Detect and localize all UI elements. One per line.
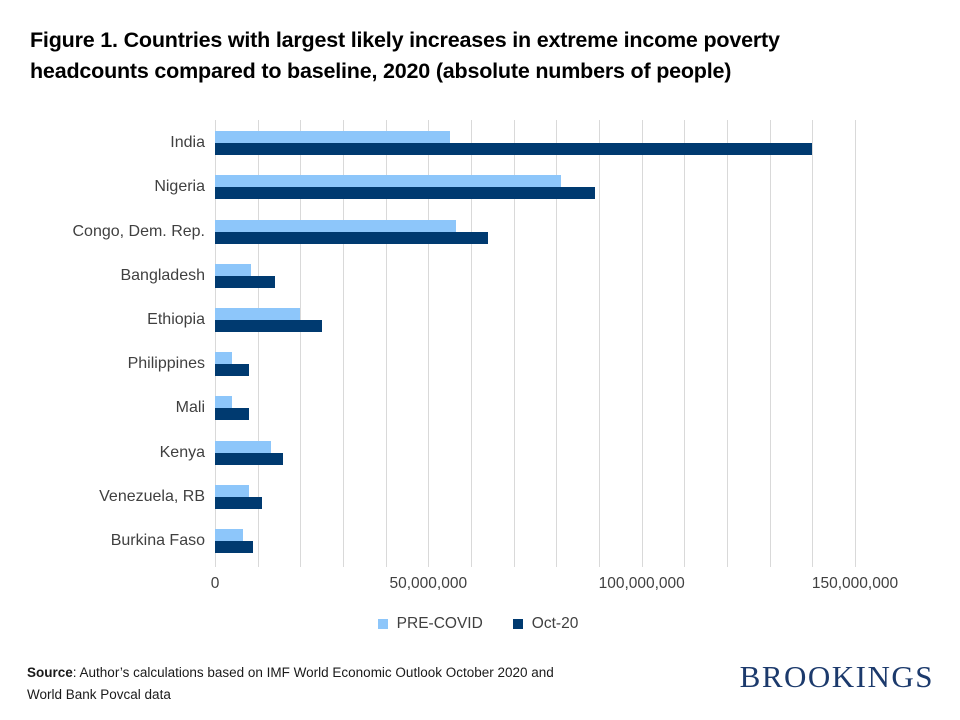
bar-pre-covid xyxy=(215,219,457,232)
legend-swatch xyxy=(377,619,388,629)
bar-oct-20 xyxy=(215,319,322,332)
legend-swatch xyxy=(512,619,523,629)
source-label: Source xyxy=(27,665,73,680)
legend-label: Oct-20 xyxy=(531,615,579,632)
minor-gridline xyxy=(727,120,728,567)
bar-oct-20 xyxy=(215,452,284,465)
minor-gridline xyxy=(343,120,344,567)
bar-chart: India Nigeria Congo, Dem. Rep. Bangladesh Et… xyxy=(72,120,899,592)
x-tick-label: 100,000,000 xyxy=(598,575,685,592)
country-label: Kenya xyxy=(159,443,205,461)
bar-pre-covid xyxy=(215,307,301,320)
bar-oct-20 xyxy=(215,275,275,288)
minor-gridline xyxy=(599,120,600,567)
country-label: Burkina Faso xyxy=(110,531,205,549)
bar-oct-20 xyxy=(215,540,254,553)
source-note: Source: Author’s calculations based on I… xyxy=(27,662,647,705)
source-line-2: World Bank Povcal data xyxy=(27,686,171,702)
bar-pre-covid xyxy=(215,131,450,144)
legend: PRE-COVID Oct-20 xyxy=(48,614,908,634)
minor-gridline xyxy=(300,120,302,567)
bar-oct-20 xyxy=(215,408,250,421)
major-gridline xyxy=(641,120,643,567)
bar-oct-20 xyxy=(215,496,262,509)
country-label: Mali xyxy=(175,399,205,417)
bar-pre-covid xyxy=(215,175,561,188)
country-label: Philippines xyxy=(127,355,205,373)
country-label: Congo, Dem. Rep. xyxy=(72,222,205,240)
major-gridline xyxy=(428,120,430,567)
figure-title: Figure 1. Countries with largest likely … xyxy=(30,25,930,87)
major-gridline xyxy=(855,120,856,567)
source-line-1: Source: Author’s calculations based on I… xyxy=(27,662,647,684)
bar-pre-covid xyxy=(215,263,252,276)
bar-pre-covid xyxy=(215,396,233,409)
brookings-logo: BROOKINGS xyxy=(739,659,934,694)
country-label: Ethiopia xyxy=(147,310,205,328)
legend-item-pre-covid: PRE-COVID xyxy=(377,615,483,633)
x-tick-label: 0 xyxy=(210,575,220,592)
minor-gridline xyxy=(513,120,515,567)
legend-item-oct-20: Oct-20 xyxy=(512,615,579,633)
minor-gridline xyxy=(556,120,558,567)
legend-label: PRE-COVID xyxy=(396,615,483,632)
country-label: Nigeria xyxy=(154,178,205,196)
minor-gridline xyxy=(684,120,686,567)
country-label: India xyxy=(170,134,205,152)
x-tick-label: 50,000,000 xyxy=(389,575,468,592)
minor-gridline xyxy=(257,120,259,567)
minor-gridline xyxy=(385,120,387,567)
source-text: : Author’s calculations based on IMF Wor… xyxy=(72,665,554,680)
bar-pre-covid xyxy=(215,484,250,497)
country-label: Bangladesh xyxy=(120,266,205,284)
figure-title-line-2: headcounts compared to baseline, 2020 (a… xyxy=(30,59,732,83)
bar-pre-covid xyxy=(215,352,233,365)
bar-pre-covid xyxy=(215,528,243,541)
minor-gridline xyxy=(471,120,472,567)
major-gridline xyxy=(215,120,216,567)
figure-title-line-1: Figure 1. Countries with largest likely … xyxy=(30,28,780,52)
bar-oct-20 xyxy=(215,143,813,156)
bar-oct-20 xyxy=(215,364,250,377)
bar-pre-covid xyxy=(215,440,271,453)
country-label: Venezuela, RB xyxy=(99,487,205,505)
bar-oct-20 xyxy=(215,231,489,244)
minor-gridline xyxy=(769,120,771,567)
minor-gridline xyxy=(812,120,814,567)
bar-oct-20 xyxy=(215,187,595,200)
x-tick-label: 150,000,000 xyxy=(811,575,899,592)
